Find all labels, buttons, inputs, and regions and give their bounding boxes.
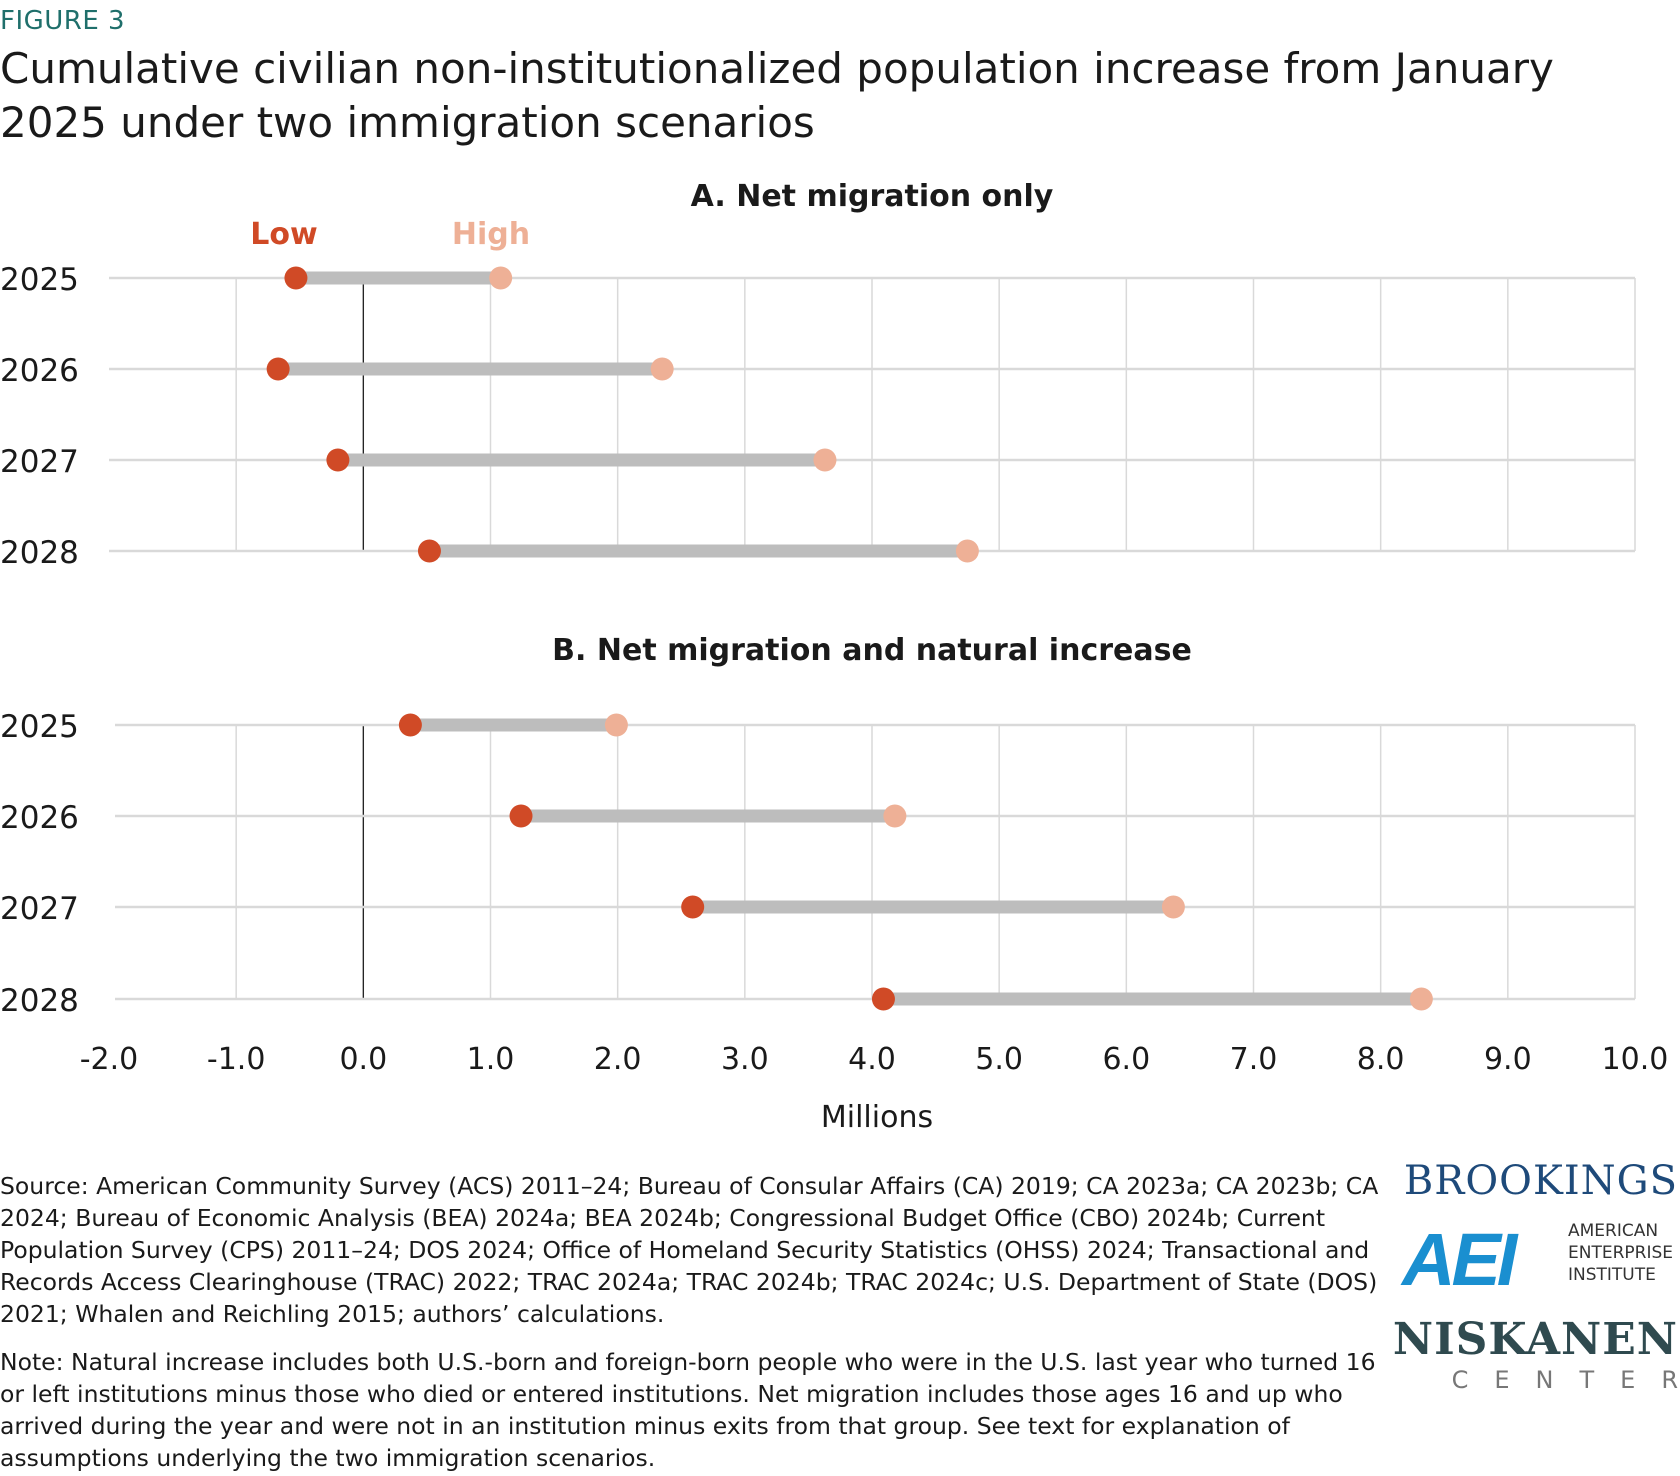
low-point [417,539,441,563]
y-tick-label: 2026 [0,800,79,836]
panel-b-title: B. Net migration and natural increase [552,633,1192,668]
y-tick-label: 2025 [0,709,79,745]
x-tick-label: 9.0 [1484,1042,1532,1077]
legend-low: Low [250,217,317,252]
y-tick-label: 2026 [0,353,79,389]
high-point [1161,895,1185,919]
chart-title: Cumulative civilian non-institutionalize… [0,44,1554,147]
niskanen-center-text: CENTER [1451,1366,1680,1394]
x-tick-label: 1.0 [467,1042,515,1077]
x-tick-label: 10.0 [1602,1042,1669,1077]
y-tick-label: 2027 [0,444,79,480]
aei-name: AMERICAN ENTERPRISE INSTITUTE [1568,1221,1674,1285]
x-tick-label: 7.0 [1230,1042,1278,1077]
high-point [489,266,513,290]
y-tick-label: 2025 [0,262,79,298]
footnote: Note: Natural increase includes both U.S… [0,1348,1376,1472]
high-point [650,357,674,381]
x-tick-label: -1.0 [207,1042,266,1077]
low-point [681,895,705,919]
aei-logo: AEI AMERICAN ENTERPRISE INSTITUTE [1402,1218,1678,1302]
x-tick-label: 4.0 [848,1042,896,1077]
x-tick-label: -2.0 [80,1042,139,1077]
high-point [955,539,979,563]
x-tick-label: 5.0 [975,1042,1023,1077]
low-point [326,448,350,472]
y-tick-label: 2028 [0,535,79,571]
y-tick-label: 2027 [0,891,79,927]
low-point [284,266,308,290]
x-tick-label: 2.0 [594,1042,642,1077]
legend-high: High [452,217,530,252]
low-point [266,357,290,381]
panel-a-title: A. Net migration only [691,179,1054,214]
x-tick-label: 0.0 [339,1042,387,1077]
low-point [509,804,533,828]
high-point [813,448,837,472]
y-tick-label: 2028 [0,983,79,1019]
x-tick-label: 6.0 [1102,1042,1150,1077]
low-point [398,713,422,737]
x-tick-label: 8.0 [1357,1042,1405,1077]
x-tick-label: 3.0 [721,1042,769,1077]
high-point [1409,987,1433,1011]
source-note: Source: American Community Survey (ACS) … [0,1172,1379,1328]
x-axis-label: Millions [821,1100,933,1135]
high-point [883,804,907,828]
figure-label: FIGURE 3 [0,6,126,36]
low-point [871,987,895,1011]
aei-mark: AEI [1402,1218,1517,1301]
high-point [604,713,628,737]
brookings-logo: BROOKINGS [1403,1158,1678,1204]
niskanen-logo: NISKANEN [1392,1314,1678,1365]
